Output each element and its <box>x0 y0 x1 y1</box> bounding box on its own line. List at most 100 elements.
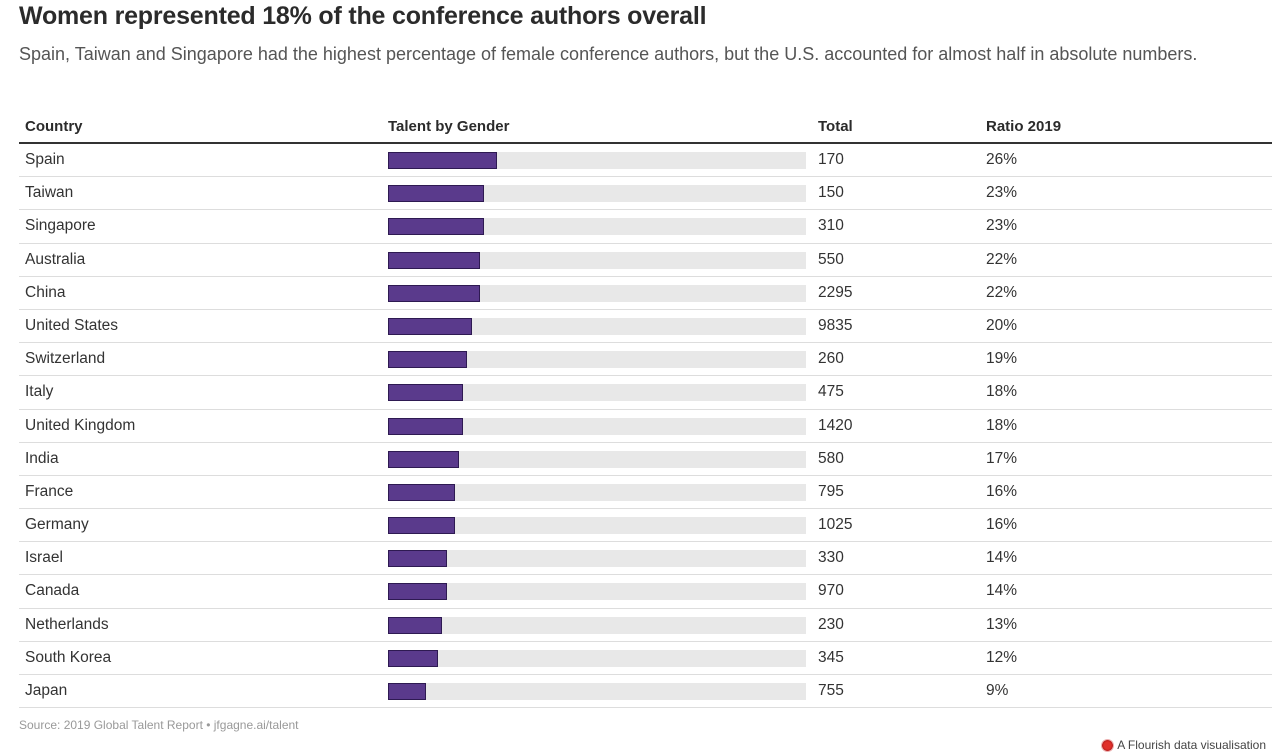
ratio-cell: 16% <box>986 482 1018 500</box>
ratio-cell: 12% <box>986 648 1018 666</box>
country-cell: Switzerland <box>25 350 106 368</box>
table-row: Canada 970 14% <box>19 575 1272 609</box>
country-cell: Singapore <box>25 217 96 235</box>
bar-fill[interactable] <box>388 649 439 667</box>
country-cell: India <box>25 449 59 467</box>
country-cell: Italy <box>25 383 54 401</box>
total-cell: 260 <box>818 350 844 368</box>
total-cell: 1420 <box>818 416 853 434</box>
country-cell: Canada <box>25 582 80 600</box>
total-cell: 170 <box>818 151 844 168</box>
bar-fill[interactable] <box>388 218 485 236</box>
table-row: Italy 475 18% <box>19 376 1272 410</box>
total-cell: 230 <box>818 615 844 633</box>
source-note: Source: 2019 Global Talent Report • jfga… <box>19 718 299 732</box>
total-cell: 345 <box>818 648 844 666</box>
bar-track <box>388 649 806 667</box>
total-cell: 475 <box>818 383 844 401</box>
table-header: Country Talent by Gender Total Ratio 201… <box>19 110 1272 144</box>
ratio-cell: 17% <box>986 449 1018 467</box>
bar-track <box>388 351 806 369</box>
bar-fill[interactable] <box>388 152 497 169</box>
country-cell: Japan <box>25 682 68 699</box>
country-cell: Israel <box>25 549 63 567</box>
bar-fill[interactable] <box>388 616 443 634</box>
country-cell: Germany <box>25 516 89 534</box>
table-row: India 580 17% <box>19 443 1272 476</box>
country-cell: China <box>25 283 66 301</box>
country-cell: United States <box>25 316 119 334</box>
total-cell: 580 <box>818 449 844 467</box>
column-header-ratio[interactable]: Ratio 2019 <box>986 118 1062 135</box>
table-row: Japan 755 9% <box>19 675 1272 709</box>
table-row: China 2295 22% <box>19 277 1272 310</box>
table-row: Switzerland 260 19% <box>19 343 1272 377</box>
ratio-cell: 20% <box>986 316 1018 334</box>
ratio-cell: 26% <box>986 151 1018 168</box>
bar-fill[interactable] <box>388 284 480 302</box>
bar-fill[interactable] <box>388 583 447 601</box>
country-cell: Australia <box>25 250 86 268</box>
flourish-credit-label: A Flourish data visualisation <box>1117 738 1266 752</box>
table-row: United Kingdom 1420 18% <box>19 410 1272 443</box>
ratio-cell: 22% <box>986 283 1018 301</box>
bar-fill[interactable] <box>388 351 468 369</box>
bar-fill[interactable] <box>388 251 480 269</box>
table-row: Singapore 310 23% <box>19 210 1272 244</box>
bar-fill[interactable] <box>388 550 447 568</box>
flourish-credit[interactable]: A Flourish data visualisation <box>1102 738 1266 752</box>
bar-track <box>388 417 806 435</box>
bar-fill[interactable] <box>388 185 485 203</box>
bar-fill[interactable] <box>388 417 464 435</box>
country-cell: Netherlands <box>25 615 109 633</box>
bar-track <box>388 616 806 634</box>
ratio-cell: 18% <box>986 383 1018 401</box>
bar-track <box>388 284 806 302</box>
bar-track <box>388 251 806 269</box>
ratio-cell: 14% <box>986 549 1018 567</box>
total-cell: 330 <box>818 549 844 567</box>
country-cell: United Kingdom <box>25 416 136 434</box>
chart-title: Women represented 18% of the conference … <box>19 2 707 30</box>
table-row: United States 9835 20% <box>19 310 1272 344</box>
total-cell: 795 <box>818 482 844 500</box>
table-body: Spain 170 26% Taiwan 150 23% Singapore 310 23% Au… <box>19 144 1272 709</box>
ratio-cell: 13% <box>986 615 1018 633</box>
table-row: Netherlands 230 13% <box>19 609 1272 642</box>
bar-fill[interactable] <box>388 317 472 335</box>
bar-track <box>388 483 806 501</box>
ratio-cell: 23% <box>986 217 1018 235</box>
bar-track <box>388 683 806 700</box>
bar-fill[interactable] <box>388 683 426 700</box>
bar-fill[interactable] <box>388 450 460 468</box>
bar-track <box>388 517 806 535</box>
total-cell: 150 <box>818 184 844 202</box>
column-header-country[interactable]: Country <box>25 118 83 135</box>
bar-track <box>388 384 806 402</box>
flourish-logo-icon <box>1102 739 1114 751</box>
bar-track <box>388 450 806 468</box>
table-row: Australia 550 22% <box>19 244 1272 277</box>
bar-fill[interactable] <box>388 384 464 402</box>
bar-fill[interactable] <box>388 483 455 501</box>
total-cell: 755 <box>818 682 844 699</box>
data-table: Country Talent by Gender Total Ratio 201… <box>19 110 1272 709</box>
country-cell: France <box>25 482 74 500</box>
bar-track <box>388 218 806 236</box>
ratio-cell: 22% <box>986 250 1018 268</box>
ratio-cell: 23% <box>986 184 1018 202</box>
bar-track <box>388 550 806 568</box>
total-cell: 310 <box>818 217 844 235</box>
ratio-cell: 19% <box>986 350 1018 368</box>
ratio-cell: 16% <box>986 516 1018 534</box>
total-cell: 1025 <box>818 516 853 534</box>
country-cell: Spain <box>25 151 65 168</box>
table-row: Taiwan 150 23% <box>19 177 1272 211</box>
bar-fill[interactable] <box>388 517 455 535</box>
total-cell: 2295 <box>818 283 853 301</box>
total-cell: 550 <box>818 250 844 268</box>
chart-subtitle: Spain, Taiwan and Singapore had the high… <box>19 44 1198 64</box>
ratio-cell: 14% <box>986 582 1018 600</box>
column-header-total[interactable]: Total <box>818 118 853 135</box>
column-header-talent-by-gender[interactable]: Talent by Gender <box>388 118 510 135</box>
